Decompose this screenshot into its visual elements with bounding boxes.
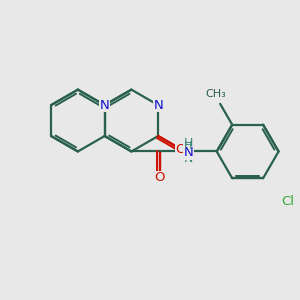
- Text: CH₃: CH₃: [205, 88, 226, 98]
- Text: H: H: [184, 141, 193, 151]
- Text: N: N: [183, 146, 193, 159]
- Text: N: N: [153, 99, 163, 112]
- Text: Cl: Cl: [282, 194, 295, 208]
- Text: H
N: H N: [184, 137, 193, 166]
- Text: O: O: [176, 143, 186, 156]
- Text: N: N: [100, 99, 110, 112]
- Text: O: O: [154, 171, 165, 184]
